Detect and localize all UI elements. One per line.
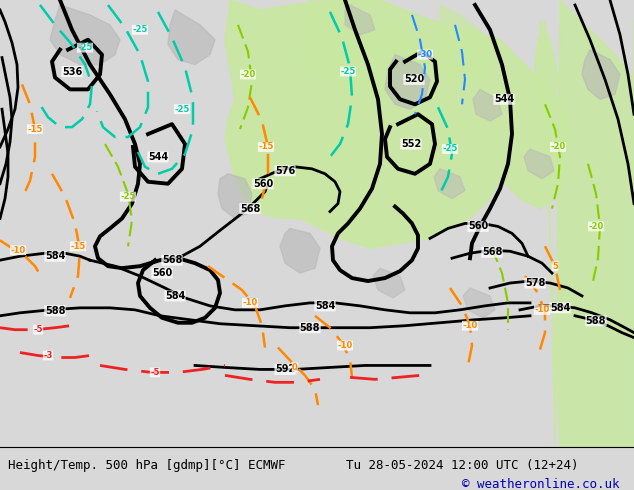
Text: -20: -20 (240, 70, 256, 79)
Text: 520: 520 (404, 74, 424, 84)
Text: -15: -15 (258, 143, 274, 151)
Text: -15: -15 (70, 242, 86, 251)
Text: 5: 5 (552, 262, 558, 270)
Text: -25: -25 (340, 67, 356, 76)
Polygon shape (168, 10, 215, 65)
Polygon shape (438, 5, 490, 84)
Text: 584: 584 (165, 291, 185, 301)
Text: -10: -10 (242, 298, 257, 307)
Polygon shape (582, 49, 620, 99)
Polygon shape (50, 5, 120, 65)
Text: -25: -25 (133, 25, 148, 34)
Polygon shape (280, 228, 320, 273)
Text: 584: 584 (550, 303, 570, 313)
Text: -30: -30 (417, 50, 432, 59)
Text: 544: 544 (494, 94, 514, 104)
Polygon shape (385, 54, 430, 109)
Text: 560: 560 (468, 221, 488, 231)
Polygon shape (434, 169, 465, 198)
Text: -10: -10 (337, 341, 353, 350)
Text: -20: -20 (550, 143, 566, 151)
Polygon shape (373, 268, 405, 298)
Text: 544: 544 (148, 152, 168, 162)
Text: Tu 28-05-2024 12:00 UTC (12+24): Tu 28-05-2024 12:00 UTC (12+24) (346, 459, 578, 472)
Text: -20: -20 (588, 222, 604, 231)
Text: 0: 0 (292, 363, 298, 372)
Text: 584: 584 (45, 251, 65, 261)
Text: 588: 588 (300, 323, 320, 333)
Polygon shape (463, 288, 495, 318)
Text: © weatheronline.co.uk: © weatheronline.co.uk (462, 478, 619, 490)
Text: 536: 536 (62, 67, 82, 76)
Text: 584: 584 (315, 301, 335, 311)
Text: 568: 568 (240, 203, 260, 214)
Polygon shape (225, 0, 570, 248)
Text: -25: -25 (77, 43, 93, 52)
Text: -10: -10 (10, 246, 25, 255)
Text: 552: 552 (401, 139, 421, 149)
Text: 568: 568 (482, 247, 502, 257)
Text: -5: -5 (33, 325, 42, 334)
Polygon shape (473, 89, 502, 121)
Text: 592: 592 (275, 365, 295, 374)
Text: -25: -25 (174, 105, 190, 114)
Text: 568: 568 (162, 255, 182, 265)
Text: Height/Temp. 500 hPa [gdmp][°C] ECMWF: Height/Temp. 500 hPa [gdmp][°C] ECMWF (8, 459, 285, 472)
Text: -25: -25 (120, 192, 136, 201)
Text: 588: 588 (45, 306, 65, 316)
Text: -10: -10 (534, 305, 550, 315)
Text: 560: 560 (253, 179, 273, 189)
Text: -10: -10 (462, 321, 477, 330)
Text: -3: -3 (43, 351, 53, 360)
Text: 576: 576 (275, 166, 295, 176)
Text: -5: -5 (150, 368, 160, 377)
Text: -25: -25 (443, 145, 458, 153)
Text: 560: 560 (152, 268, 172, 278)
Polygon shape (345, 5, 375, 35)
Polygon shape (218, 174, 252, 219)
Text: 588: 588 (586, 316, 606, 326)
Text: 578: 578 (525, 278, 545, 288)
Polygon shape (535, 0, 634, 447)
Text: -15: -15 (27, 124, 42, 134)
Polygon shape (524, 149, 554, 179)
Polygon shape (300, 0, 430, 99)
